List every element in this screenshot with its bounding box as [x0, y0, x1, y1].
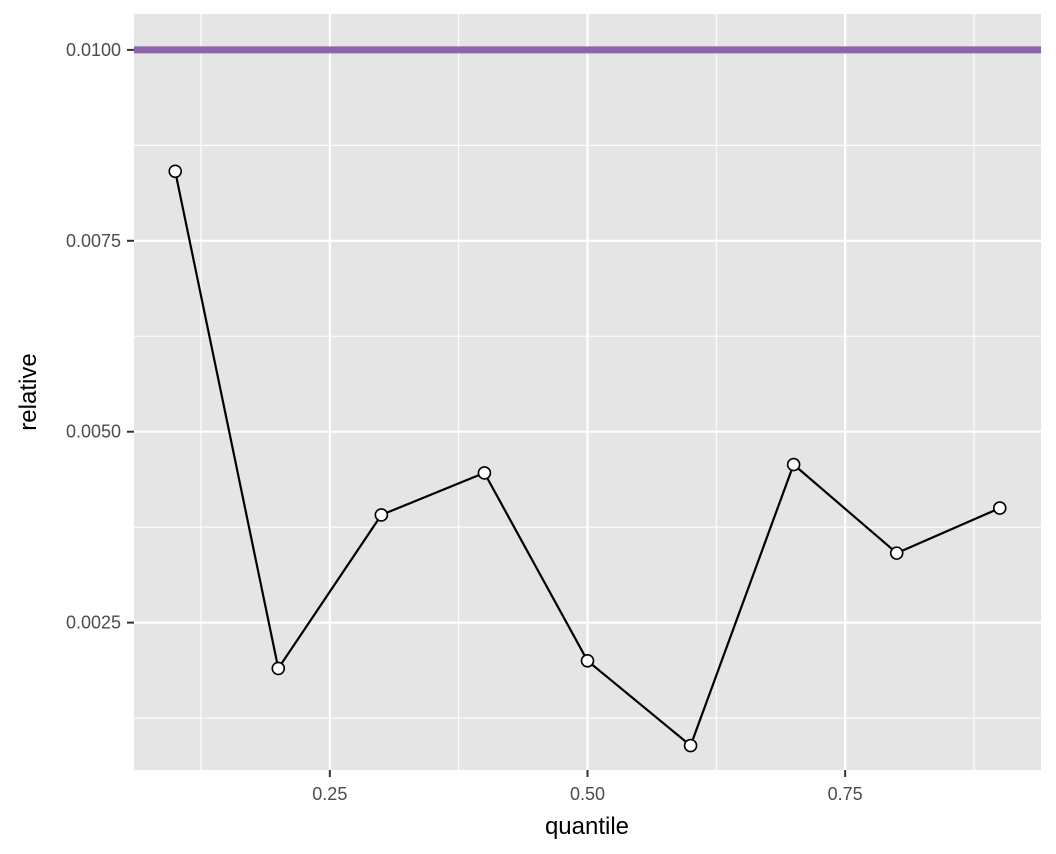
- data-point: [580, 653, 595, 668]
- y-tick-label: 0.0100: [66, 40, 121, 60]
- data-point: [374, 508, 389, 522]
- y-axis-title: relative: [15, 353, 42, 430]
- x-tick-label: 0.75: [828, 784, 863, 804]
- data-point: [271, 661, 286, 676]
- x-tick-label: 0.25: [312, 784, 347, 804]
- y-tick-label: 0.0025: [66, 613, 121, 633]
- series-points: [168, 164, 1007, 753]
- data-point: [889, 546, 904, 560]
- data-point: [477, 466, 492, 480]
- data-point: [168, 164, 183, 179]
- data-point: [992, 501, 1007, 515]
- y-tick-label: 0.0050: [66, 422, 121, 442]
- data-point: [683, 738, 698, 753]
- x-tick-label: 0.50: [570, 784, 605, 804]
- x-axis: 0.25 0.50 0.75: [312, 770, 863, 804]
- y-tick-label: 0.0075: [66, 231, 121, 251]
- y-axis: 0.0025 0.0050 0.0075 0.0100: [66, 40, 134, 633]
- x-axis-title: quantile: [545, 813, 629, 840]
- data-point: [786, 457, 801, 472]
